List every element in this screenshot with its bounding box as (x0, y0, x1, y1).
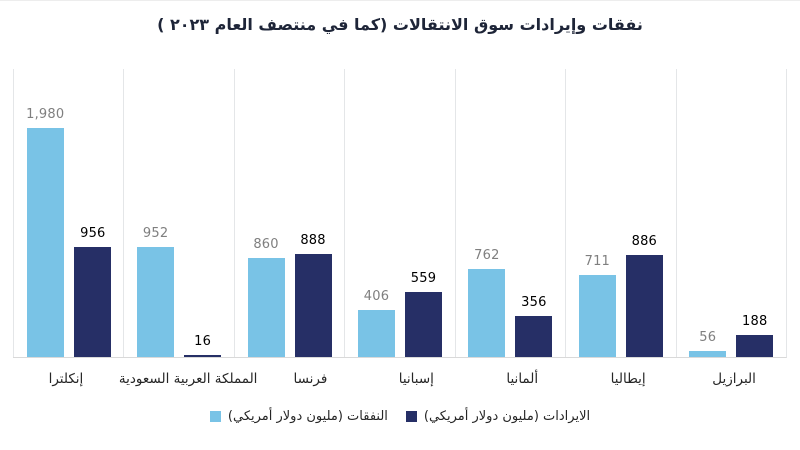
bar-value-label: 559 (410, 271, 437, 287)
revenues-bar-column: 356 (515, 294, 553, 357)
bar-value-label: 888 (300, 233, 326, 249)
bar-value-label: 956 (80, 225, 106, 241)
expenses-bar-column: 56 (689, 329, 727, 357)
expenses-bar (247, 257, 285, 357)
expenses-bar (357, 310, 395, 357)
category-label: إسبانيا (398, 371, 434, 387)
expenses-bar (137, 246, 175, 357)
bar-value-label: 711 (584, 253, 611, 269)
category-label: البرازيل (712, 371, 756, 387)
bar-group: 1,980 956 (13, 69, 123, 357)
bar-value-label: 356 (521, 294, 547, 310)
expenses-bar (689, 350, 727, 357)
bar-group: 952 16 (123, 69, 233, 357)
revenues-bar (625, 254, 663, 357)
expenses-bar (26, 128, 64, 357)
revenues-bar (515, 315, 553, 357)
revenues-bar-column: 188 (736, 314, 774, 357)
bar-value-label: 762 (474, 247, 500, 263)
expenses-bar (468, 268, 506, 357)
bar-value-label: 860 (253, 236, 279, 252)
chart-title: نفقات وإيرادات سوق الانتقالات (كما في من… (157, 15, 643, 34)
category-label: إيطاليا (610, 371, 646, 387)
bar-group: 406 559 (344, 69, 454, 357)
bar-value-label: 56 (699, 329, 717, 345)
legend-swatch-expenses (209, 411, 221, 422)
category-label: إنكلترا (48, 371, 84, 387)
revenues-bar-column: 956 (74, 225, 112, 357)
legend-item-expenses: النفقات (مليون دولار أمريكي) (209, 409, 388, 424)
bar-value-label: 952 (142, 225, 169, 241)
legend-label-expenses: النفقات (مليون دولار أمريكي) (227, 409, 388, 424)
revenues-bar-column: 888 (294, 233, 332, 357)
category-label: المملكة العربية السعودية (118, 371, 258, 387)
expenses-bar-column: 952 (137, 225, 175, 357)
expenses-bar-column: 406 (357, 289, 395, 357)
revenues-bar (294, 254, 332, 357)
bar-value-label: 1,980 (26, 107, 65, 123)
revenues-bar (404, 292, 442, 357)
bar-value-label: 188 (742, 314, 768, 330)
expenses-bar (578, 274, 616, 357)
category-label: ألمانيا (506, 371, 539, 387)
bar-value-label: 16 (194, 334, 212, 349)
legend-item-revenues: الايرادات (مليون دولار أمريكي) (405, 409, 591, 424)
x-axis-labels: إنكلترا المملكة العربية السعودية فرنسا إسبا… (13, 367, 787, 397)
revenues-bar (74, 246, 112, 357)
bar-value-label: 406 (363, 289, 390, 305)
revenues-bar-column: 559 (404, 271, 442, 357)
plot-area: 1,980 956 952 16 860 888 406 559 762 356 711 886 56 1… (13, 69, 787, 358)
revenues-bar (184, 355, 222, 357)
expenses-bar-column: 1,980 (26, 107, 64, 357)
revenues-bar-column: 886 (625, 233, 663, 357)
category-label: فرنسا (293, 371, 328, 387)
legend-swatch-revenues (405, 411, 417, 422)
legend-label-revenues: الايرادات (مليون دولار أمريكي) (423, 409, 591, 424)
legend: النفقات (مليون دولار أمريكي) الايرادات (… (0, 409, 800, 424)
expenses-bar-column: 762 (468, 247, 506, 357)
bar-group: 860 888 (233, 69, 344, 357)
revenues-bar-column: 16 (184, 334, 222, 357)
expenses-bar-column: 860 (247, 236, 285, 357)
expenses-bar-column: 711 (578, 253, 616, 357)
bar-group: 762 356 (454, 69, 565, 357)
bar-value-label: 886 (631, 233, 658, 249)
revenues-bar (736, 335, 774, 357)
bar-group: 56 188 (675, 69, 786, 357)
bar-group: 711 886 (565, 69, 675, 357)
